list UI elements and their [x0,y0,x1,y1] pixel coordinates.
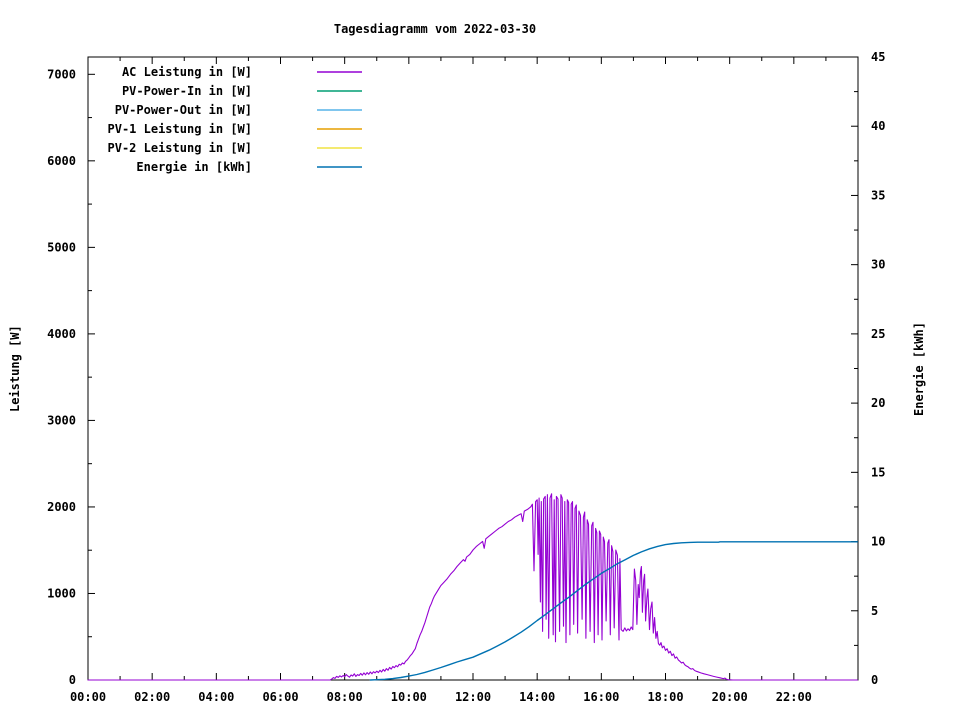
legend-label: PV-Power-Out in [W] [115,103,252,117]
x-tick-label: 22:00 [776,690,812,704]
y-left-tick-label: 4000 [47,327,76,341]
y-right-tick-label: 45 [871,50,885,64]
x-tick-label: 12:00 [455,690,491,704]
y-right-tick-label: 10 [871,535,885,549]
x-tick-label: 04:00 [198,690,234,704]
y-right-tick-label: 20 [871,396,885,410]
x-tick-label: 18:00 [647,690,683,704]
series-energie-in-kwh [369,541,859,681]
y-right-tick-label: 15 [871,465,885,479]
y-left-tick-label: 2000 [47,500,76,514]
y-right-tick-label: 25 [871,327,885,341]
y-left-tick-label: 7000 [47,67,76,81]
x-tick-label: 08:00 [327,690,363,704]
y-left-tick-label: 6000 [47,154,76,168]
y-left-axis-title: Leistung [W] [8,325,22,412]
legend-label: PV-Power-In in [W] [122,84,252,98]
y-right-axis-title: Energie [kWh] [912,322,926,416]
y-left-tick-label: 5000 [47,240,76,254]
x-tick-label: 02:00 [134,690,170,704]
x-tick-label: 20:00 [712,690,748,704]
y-left-tick-label: 1000 [47,586,76,600]
y-left-tick-label: 3000 [47,413,76,427]
legend-label: Energie in [kWh] [136,160,252,174]
x-tick-label: 06:00 [262,690,298,704]
x-tick-label: 14:00 [519,690,555,704]
y-right-tick-label: 0 [871,673,878,687]
series-ac-leistung-in-w [87,493,858,681]
chart-title: Tagesdiagramm vom 2022-03-30 [333,22,537,36]
y-left-tick-label: 0 [69,673,76,687]
x-tick-label: 10:00 [391,690,427,704]
y-right-tick-label: 30 [871,258,885,272]
y-right-tick-label: 35 [871,188,885,202]
legend-label: PV-2 Leistung in [W] [108,141,253,155]
legend-label: AC Leistung in [W] [122,65,252,79]
x-tick-label: 00:00 [70,690,106,704]
y-right-tick-label: 40 [871,119,885,133]
y-right-tick-label: 5 [871,604,878,618]
x-tick-label: 16:00 [583,690,619,704]
legend-label: PV-1 Leistung in [W] [108,122,253,136]
